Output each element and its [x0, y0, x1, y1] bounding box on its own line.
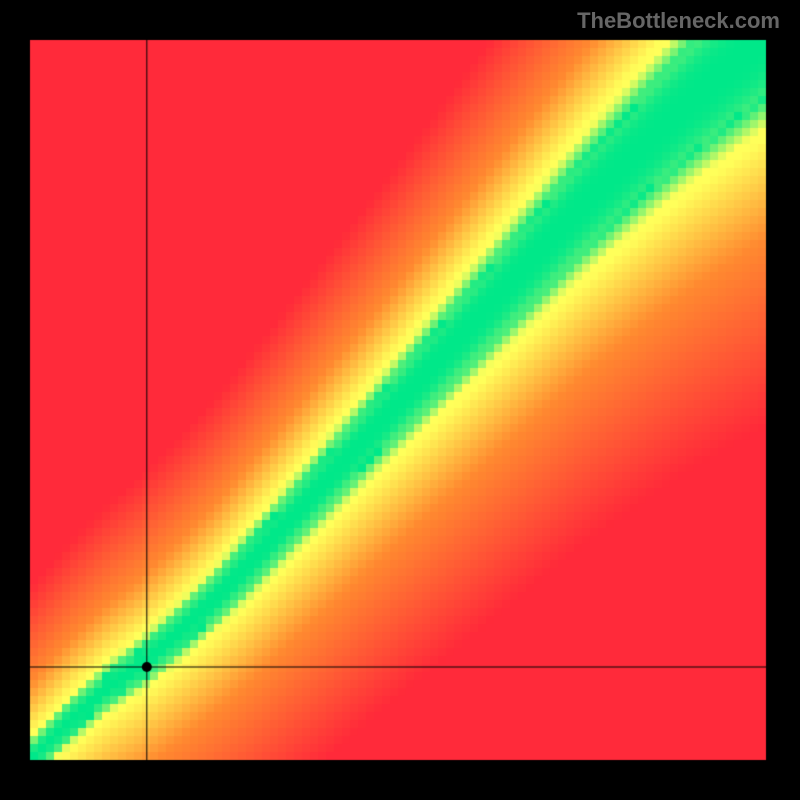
chart-container: TheBottleneck.com [0, 0, 800, 800]
watermark-text: TheBottleneck.com [577, 8, 780, 34]
bottleneck-heatmap [0, 0, 800, 800]
